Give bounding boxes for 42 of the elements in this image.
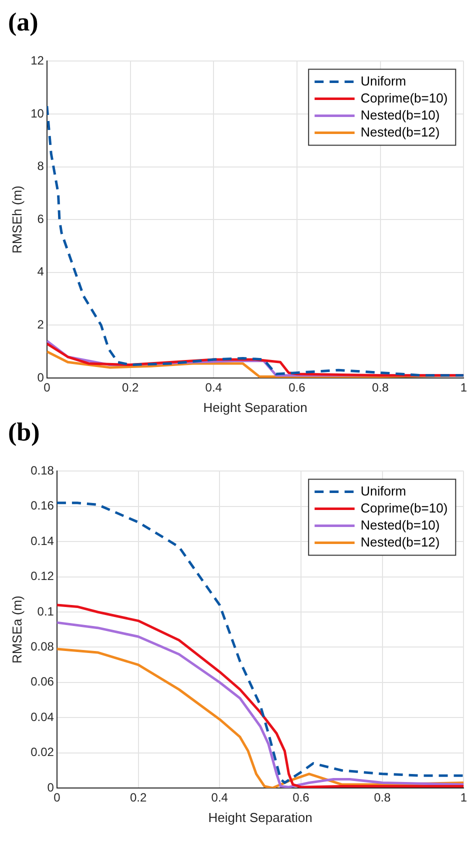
x-tick-label: 0.4 [211,790,228,805]
x-tick-label: 0.2 [122,380,139,395]
y-tick-label: 0.12 [30,569,54,584]
x-axis-title: Height Separation [203,400,308,415]
x-axis-title: Height Separation [208,810,312,825]
y-tick-label: 0.18 [30,464,54,478]
chart-title: (b) [8,417,40,446]
y-tick-label: 0.08 [30,640,54,654]
y-tick-label: 6 [37,212,44,226]
legend-label: Uniform [360,483,406,498]
x-tick-label: 1 [460,380,468,395]
y-tick-label: 0 [47,780,54,794]
y-tick-label: 0.16 [30,498,54,513]
y-axis-title: RMSEh (m) [9,186,24,254]
y-axis-title: RMSEa (m) [9,596,24,664]
y-tick-label: 0.06 [30,674,54,689]
line-series [56,502,464,784]
y-tick-label: 2 [37,318,44,332]
legend-label: Coprime(b=10) [360,500,448,516]
legend-label: Nested(b=12) [360,124,440,140]
y-tick-label: 12 [30,54,44,68]
x-tick-label: 0.8 [374,790,391,805]
x-tick-label: 1 [460,790,468,805]
y-tick-label: 0 [37,370,44,384]
chart-title: (a) [8,7,38,36]
x-tick-label: 0.6 [288,380,306,395]
y-tick-label: 0.02 [30,745,54,760]
y-tick-label: 8 [37,159,44,174]
x-tick-label: 0.2 [130,790,147,805]
y-tick-label: 0.14 [30,534,54,548]
y-tick-label: 4 [37,264,44,279]
legend-label: Nested(b=10) [360,107,440,122]
x-tick-label: 0.6 [292,790,310,805]
legend-label: Nested(b=10) [360,517,440,532]
x-tick-label: 0.4 [205,380,222,395]
legend-label: Coprime(b=10) [360,90,448,106]
x-tick-label: 0.8 [372,380,389,395]
legend-label: Uniform [360,73,406,88]
y-tick-label: 0.04 [30,710,54,724]
y-tick-label: 0.1 [37,604,54,618]
y-tick-label: 10 [30,106,44,120]
legend-label: Nested(b=12) [360,534,440,550]
